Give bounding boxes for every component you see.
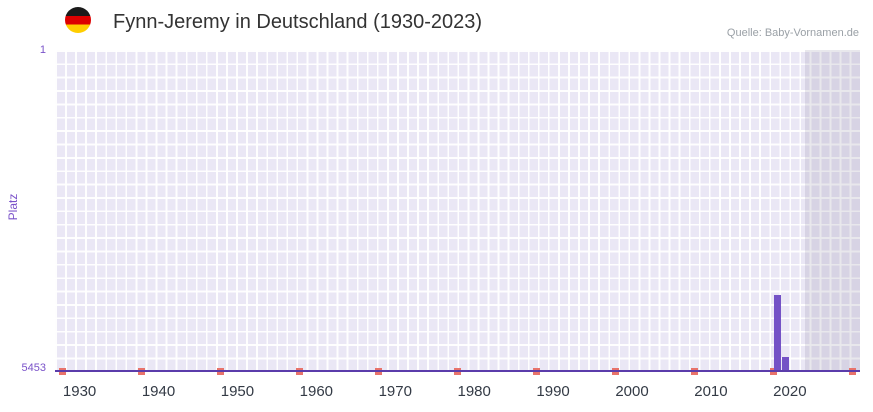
source-attribution: Quelle: Baby-Vornamen.de bbox=[726, 27, 859, 39]
x-axis-tick-label: 1980 bbox=[457, 383, 491, 400]
chart-plot-area bbox=[55, 50, 860, 371]
x-axis-tick-label: 1990 bbox=[536, 383, 570, 400]
x-axis-tick-label: 2020 bbox=[773, 383, 807, 400]
x-axis-tick-label: 1940 bbox=[141, 383, 176, 400]
x-axis-tick-label: 1960 bbox=[299, 383, 334, 400]
y-axis-tick-label-top: 1 bbox=[39, 44, 46, 56]
x-axis-tick-label: 1930 bbox=[62, 383, 97, 400]
y-axis-title: Platz bbox=[6, 193, 20, 221]
x-axis-tick-label: 2000 bbox=[615, 383, 649, 400]
x-axis-tick-label: 1950 bbox=[220, 383, 255, 400]
germany-flag-icon bbox=[65, 7, 91, 33]
future-shade-region bbox=[804, 50, 860, 371]
x-axis-line bbox=[55, 370, 860, 372]
x-axis-tick-label: 1970 bbox=[378, 383, 412, 400]
y-axis-tick-label-bottom: 5453 bbox=[21, 362, 46, 374]
x-axis-tick-label: 2010 bbox=[694, 383, 728, 400]
chart-title: Fynn-Jeremy in Deutschland (1930-2023) bbox=[113, 11, 483, 33]
rank-bar[interactable] bbox=[774, 294, 782, 371]
rank-bar[interactable] bbox=[782, 356, 790, 371]
